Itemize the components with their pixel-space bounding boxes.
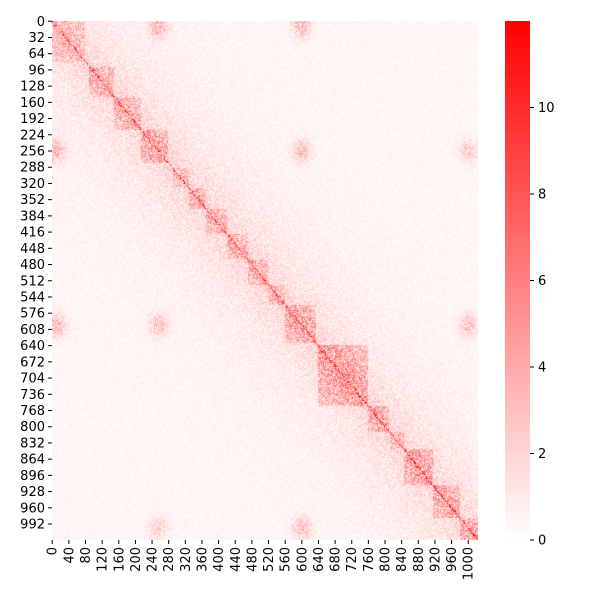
x-tick-label: 40 <box>62 547 77 564</box>
x-tick-label: 360 <box>195 547 210 572</box>
y-tick-label: 736 <box>20 388 45 403</box>
colorbar-tick-label: 0 <box>538 534 546 549</box>
x-axis: 0 40 80 120 160 200 240 280 320 360 400 440 480 520 56… <box>46 540 477 580</box>
x-tick-label: 880 <box>412 547 427 572</box>
x-tick-label: 520 <box>262 547 277 572</box>
x-tick-label: 600 <box>295 547 310 572</box>
x-tick-label: 680 <box>329 547 344 572</box>
y-tick-label: 576 <box>20 307 45 322</box>
x-tick-label: 800 <box>379 547 394 572</box>
x-tick-label: 640 <box>312 547 327 572</box>
y-tick-label: 960 <box>20 501 45 516</box>
x-tick-label: 400 <box>212 547 227 572</box>
colorbar-gradient <box>505 21 530 540</box>
y-tick-label: 288 <box>20 161 45 176</box>
colorbar-tick-label: 2 <box>538 447 546 462</box>
colorbar-tick-label: 10 <box>538 101 555 116</box>
y-tick-label: 992 <box>20 518 45 533</box>
heatmap-plot-area <box>52 21 478 540</box>
y-tick-label: 320 <box>20 177 45 192</box>
y-tick-label: 448 <box>20 242 45 257</box>
x-tick-label: 120 <box>96 547 111 572</box>
y-tick-label: 96 <box>28 63 45 78</box>
x-tick-label: 480 <box>245 547 260 572</box>
x-tick-label: 720 <box>345 547 360 572</box>
y-tick-label: 608 <box>20 323 45 338</box>
x-tick-label: 320 <box>179 547 194 572</box>
y-tick-label: 480 <box>20 258 45 273</box>
y-tick-label: 896 <box>20 469 45 484</box>
colorbar-axis: 0 2 4 6 8 10 <box>530 101 555 549</box>
y-tick-label: 640 <box>20 339 45 354</box>
x-tick-label: 200 <box>129 547 144 572</box>
x-tick-label: 920 <box>428 547 443 572</box>
y-tick-label: 32 <box>28 31 45 46</box>
x-tick-label: 0 <box>46 547 61 555</box>
x-tick-label: 1000 <box>462 547 477 580</box>
y-tick-label: 64 <box>28 47 45 62</box>
y-tick-label: 928 <box>20 485 45 500</box>
y-tick-label: 672 <box>20 355 45 370</box>
colorbar <box>505 21 530 540</box>
x-tick-label: 760 <box>362 547 377 572</box>
y-tick-label: 352 <box>20 193 45 208</box>
y-tick-label: 768 <box>20 404 45 419</box>
x-tick-label: 240 <box>146 547 161 572</box>
y-tick-label: 160 <box>20 96 45 111</box>
y-tick-label: 224 <box>20 128 45 143</box>
x-tick-label: 960 <box>445 547 460 572</box>
x-tick-label: 840 <box>395 547 410 572</box>
x-tick-label: 80 <box>79 547 94 564</box>
heatmap-canvas <box>52 21 478 540</box>
y-tick-label: 864 <box>20 453 45 468</box>
x-tick-label: 160 <box>112 547 127 572</box>
y-tick-label: 544 <box>20 290 45 305</box>
x-tick-label: 280 <box>162 547 177 572</box>
colorbar-tick-label: 8 <box>538 188 546 203</box>
y-tick-label: 192 <box>20 112 45 127</box>
x-tick-label: 440 <box>229 547 244 572</box>
colorbar-tick-label: 6 <box>538 274 546 289</box>
y-tick-label: 256 <box>20 145 45 160</box>
y-tick-label: 0 <box>37 15 45 30</box>
y-tick-label: 704 <box>20 372 45 387</box>
y-tick-label: 800 <box>20 420 45 435</box>
y-tick-label: 416 <box>20 226 45 241</box>
y-tick-label: 384 <box>20 209 45 224</box>
x-tick-label: 560 <box>279 547 294 572</box>
y-tick-label: 832 <box>20 436 45 451</box>
y-tick-label: 128 <box>20 80 45 95</box>
y-tick-label: 512 <box>20 274 45 289</box>
colorbar-tick-label: 4 <box>538 361 546 376</box>
